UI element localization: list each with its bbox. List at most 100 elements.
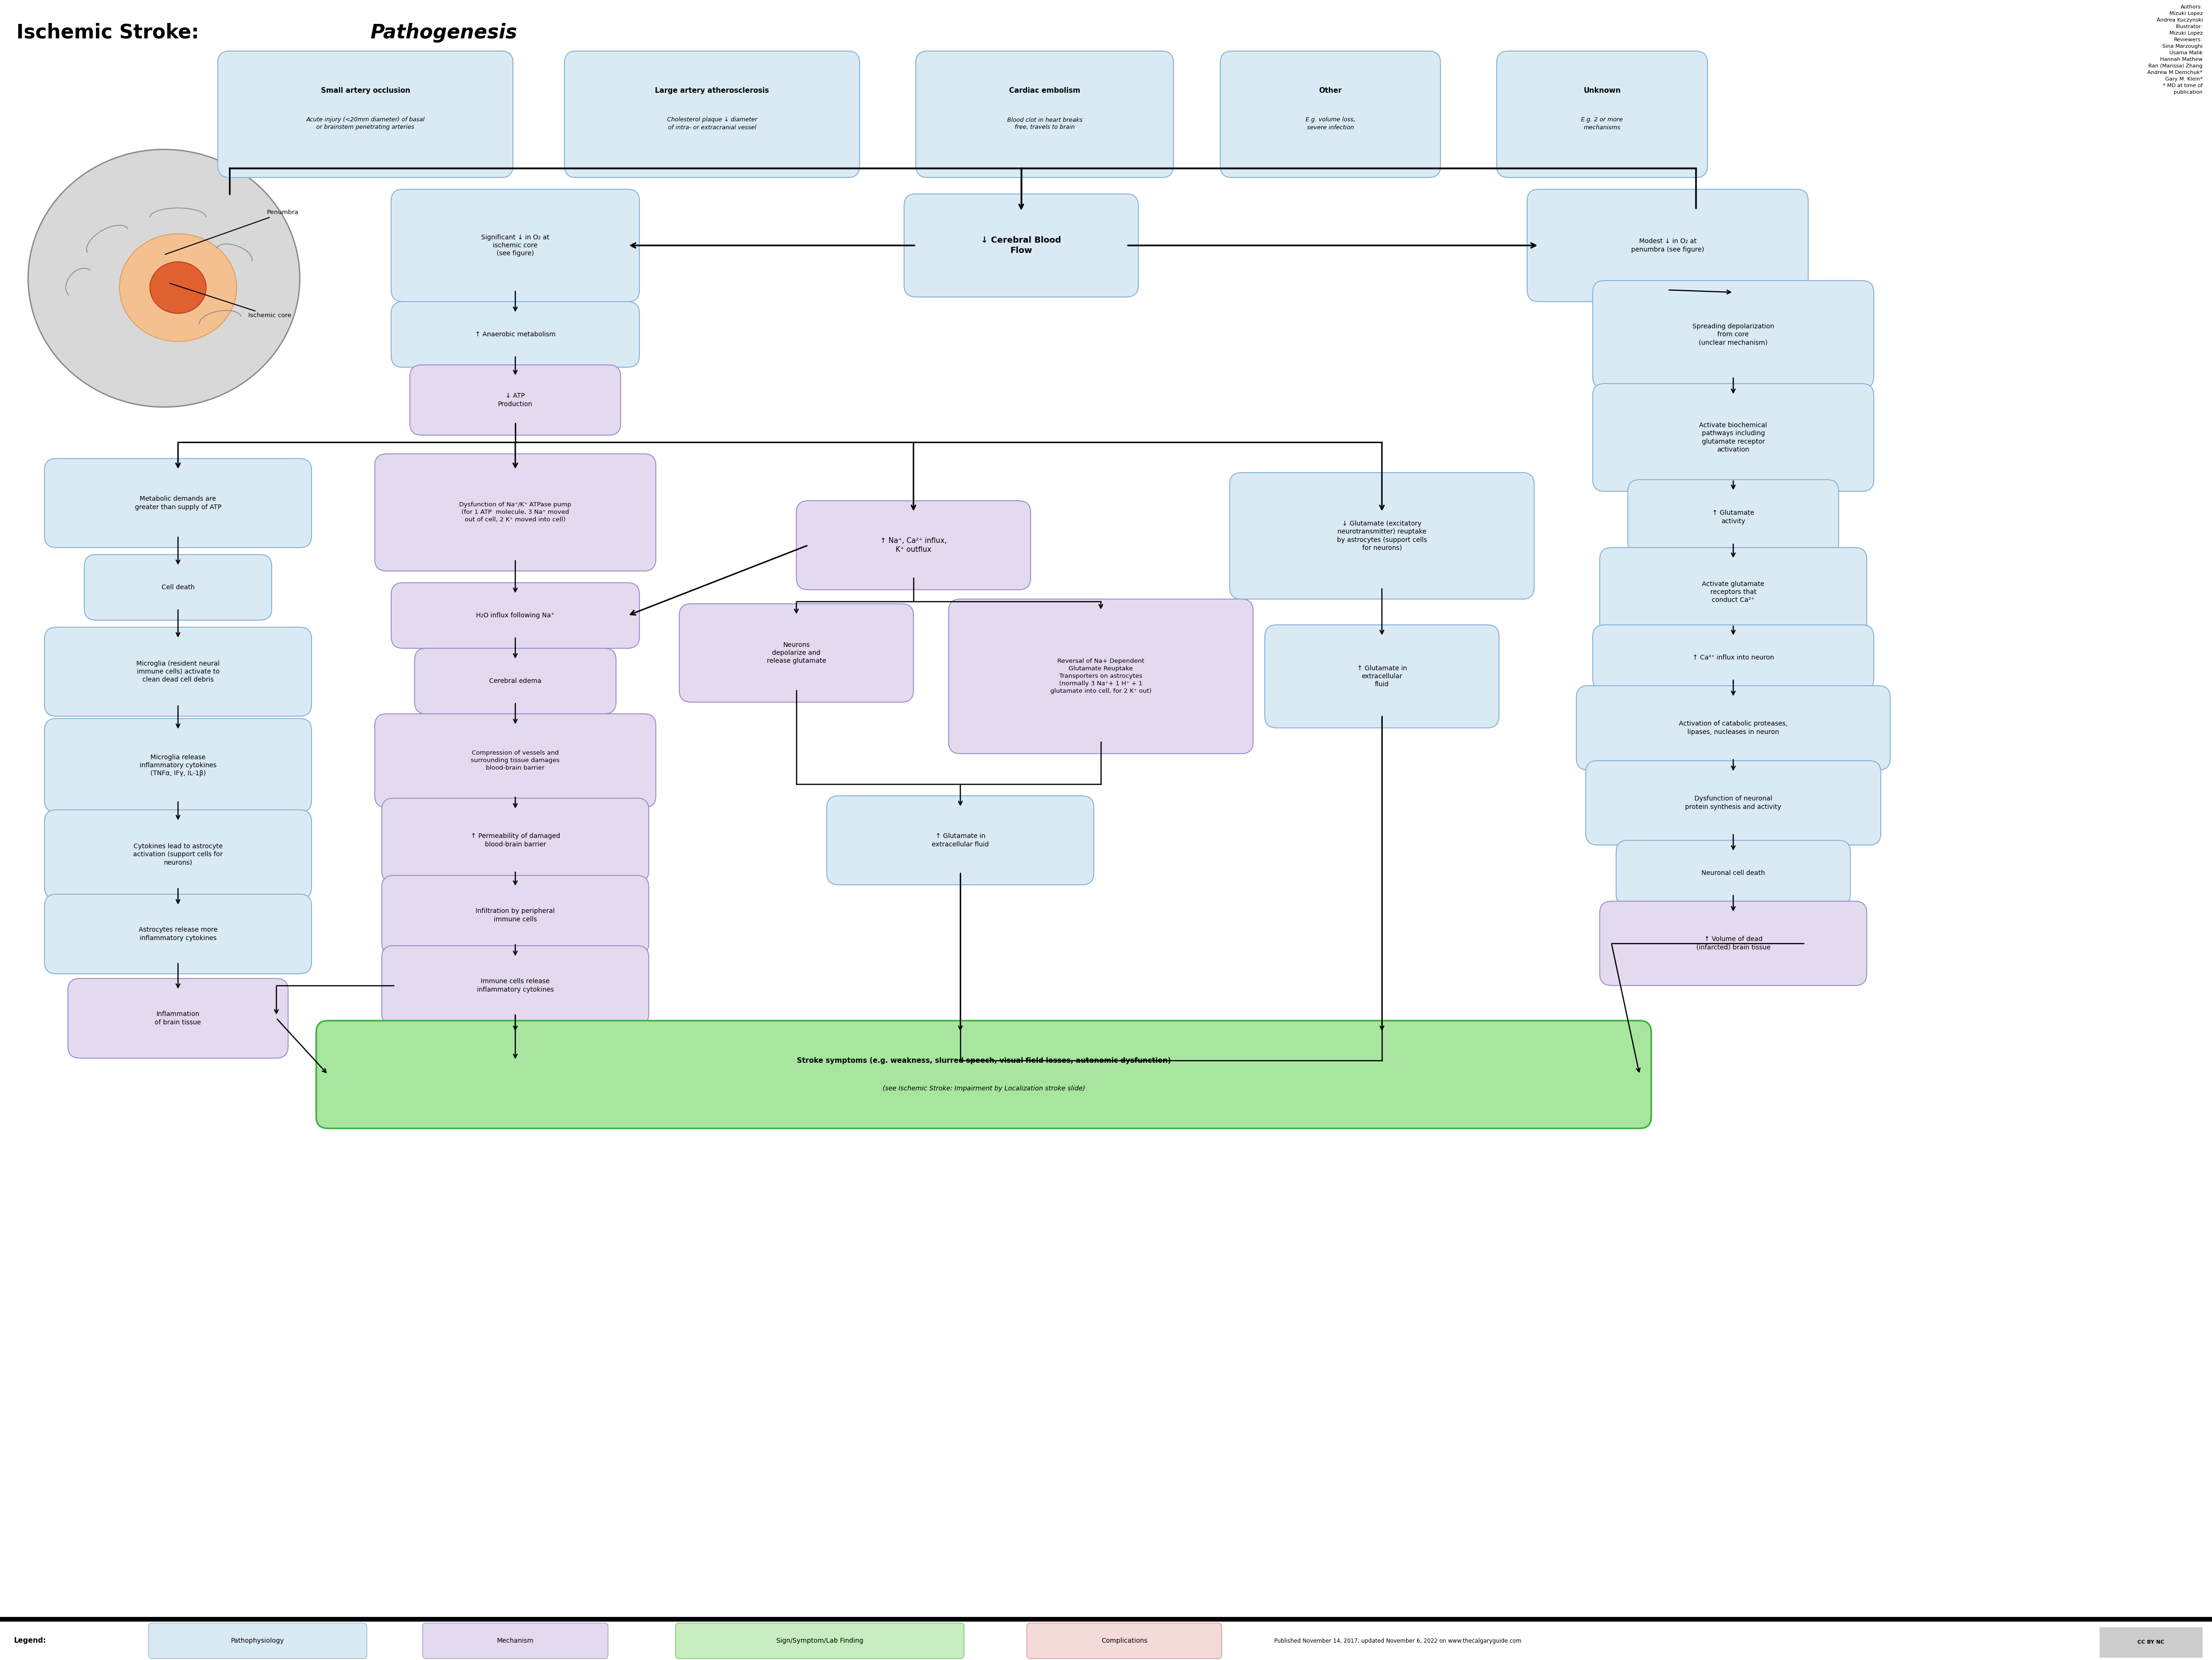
Bar bbox=[0, 1617, 2212, 1622]
FancyBboxPatch shape bbox=[1230, 473, 1535, 599]
Text: Pathophysiology: Pathophysiology bbox=[230, 1637, 285, 1643]
FancyBboxPatch shape bbox=[675, 1623, 964, 1658]
Text: CC BY NC: CC BY NC bbox=[2137, 1640, 2166, 1645]
Text: Infiltration by peripheral
immune cells: Infiltration by peripheral immune cells bbox=[476, 908, 555, 923]
FancyBboxPatch shape bbox=[916, 51, 1172, 178]
FancyBboxPatch shape bbox=[44, 458, 312, 548]
FancyBboxPatch shape bbox=[564, 51, 860, 178]
Ellipse shape bbox=[150, 262, 206, 314]
Text: Microglia (resident neural
immune cells) activate to
clean dead cell debris: Microglia (resident neural immune cells)… bbox=[137, 661, 219, 682]
Text: Penumbra: Penumbra bbox=[166, 209, 299, 254]
FancyBboxPatch shape bbox=[796, 501, 1031, 589]
FancyBboxPatch shape bbox=[148, 1623, 367, 1658]
Text: Stroke symptoms (e.g. weakness, slurred speech, visual field losses, autonomic d: Stroke symptoms (e.g. weakness, slurred … bbox=[796, 1057, 1170, 1064]
FancyBboxPatch shape bbox=[69, 978, 288, 1057]
Ellipse shape bbox=[29, 149, 301, 407]
Text: Ischemic core: Ischemic core bbox=[170, 284, 292, 319]
Text: Inflammation
of brain tissue: Inflammation of brain tissue bbox=[155, 1011, 201, 1026]
Text: Activation of catabolic proteases,
lipases, nucleases in neuron: Activation of catabolic proteases, lipas… bbox=[1679, 720, 1787, 735]
Text: Compression of vessels and
surrounding tissue damages
blood-brain barrier: Compression of vessels and surrounding t… bbox=[471, 750, 560, 772]
Text: Activate biochemical
pathways including
glutamate receptor
activation: Activate biochemical pathways including … bbox=[1699, 422, 1767, 453]
FancyBboxPatch shape bbox=[392, 583, 639, 649]
Text: Astrocytes release more
inflammatory cytokines: Astrocytes release more inflammatory cyt… bbox=[139, 926, 217, 941]
Text: Sign/Symptom/Lab Finding: Sign/Symptom/Lab Finding bbox=[776, 1637, 863, 1643]
Text: Cytokines lead to astrocyte
activation (support cells for
neurons): Cytokines lead to astrocyte activation (… bbox=[133, 843, 223, 867]
FancyBboxPatch shape bbox=[383, 875, 648, 954]
FancyBboxPatch shape bbox=[392, 189, 639, 302]
FancyBboxPatch shape bbox=[44, 719, 312, 812]
Text: Unknown: Unknown bbox=[1584, 88, 1621, 95]
Text: Metabolic demands are
greater than supply of ATP: Metabolic demands are greater than suppl… bbox=[135, 496, 221, 510]
FancyBboxPatch shape bbox=[44, 810, 312, 898]
FancyBboxPatch shape bbox=[383, 798, 648, 883]
FancyBboxPatch shape bbox=[1026, 1623, 1221, 1658]
Text: Reversal of Na+ Dependent
Glutamate Reuptake
Transporters on astrocytes
(normall: Reversal of Na+ Dependent Glutamate Reup… bbox=[1051, 659, 1152, 694]
Text: Dysfunction of neuronal
protein synthesis and activity: Dysfunction of neuronal protein synthesi… bbox=[1686, 795, 1781, 810]
Text: Cerebral edema: Cerebral edema bbox=[489, 677, 542, 684]
Text: Ischemic Stroke:: Ischemic Stroke: bbox=[15, 23, 206, 43]
Text: Activate glutamate
receptors that
conduct Ca²⁺: Activate glutamate receptors that conduc… bbox=[1701, 581, 1765, 604]
Text: Legend:: Legend: bbox=[13, 1637, 46, 1645]
Text: Neurons
depolarize and
release glutamate: Neurons depolarize and release glutamate bbox=[768, 641, 825, 664]
Text: E.g. volume loss,
severe infection: E.g. volume loss, severe infection bbox=[1305, 116, 1356, 131]
Text: Published November 14, 2017; updated November 6, 2022 on www.thecalgaryguide.com: Published November 14, 2017; updated Nov… bbox=[1274, 1638, 1522, 1643]
FancyBboxPatch shape bbox=[1599, 548, 1867, 636]
Text: Small artery occlusion: Small artery occlusion bbox=[321, 88, 409, 95]
Text: E.g. 2 or more
mechanisms: E.g. 2 or more mechanisms bbox=[1582, 116, 1624, 131]
FancyBboxPatch shape bbox=[374, 453, 655, 571]
FancyBboxPatch shape bbox=[1593, 383, 1874, 491]
Text: ↑ Na⁺, Ca²⁺ influx,
K⁺ outflux: ↑ Na⁺, Ca²⁺ influx, K⁺ outflux bbox=[880, 538, 947, 553]
FancyBboxPatch shape bbox=[827, 795, 1093, 885]
FancyBboxPatch shape bbox=[1526, 189, 1807, 302]
FancyBboxPatch shape bbox=[44, 895, 312, 974]
Text: ↑ Ca²⁺ influx into neuron: ↑ Ca²⁺ influx into neuron bbox=[1692, 654, 1774, 661]
FancyBboxPatch shape bbox=[422, 1623, 608, 1658]
Text: Immune cells release
inflammatory cytokines: Immune cells release inflammatory cytoki… bbox=[478, 978, 553, 993]
FancyBboxPatch shape bbox=[1498, 51, 1708, 178]
Text: Other: Other bbox=[1318, 88, 1343, 95]
FancyBboxPatch shape bbox=[905, 194, 1139, 297]
Text: ↑ Glutamate in
extracellular fluid: ↑ Glutamate in extracellular fluid bbox=[931, 833, 989, 848]
Text: Acute injury (<20mm diameter) of basal
or brainstem penetrating arteries: Acute injury (<20mm diameter) of basal o… bbox=[305, 116, 425, 131]
FancyBboxPatch shape bbox=[392, 302, 639, 367]
Text: Blood clot in heart breaks
free, travels to brain: Blood clot in heart breaks free, travels… bbox=[1006, 116, 1082, 131]
Bar bbox=[0, 1622, 2212, 1660]
Text: Cholesterol plaque ↓ diameter
of intra- or extracranial vessel: Cholesterol plaque ↓ diameter of intra- … bbox=[668, 116, 757, 131]
Text: Dysfunction of Na⁺/K⁺ ATPase pump
(for 1 ATP  molecule, 3 Na⁺ moved
out of cell,: Dysfunction of Na⁺/K⁺ ATPase pump (for 1… bbox=[460, 501, 571, 523]
Text: Cell death: Cell death bbox=[161, 584, 195, 591]
FancyBboxPatch shape bbox=[1599, 901, 1867, 986]
FancyBboxPatch shape bbox=[409, 365, 622, 435]
FancyBboxPatch shape bbox=[316, 1021, 1652, 1129]
FancyBboxPatch shape bbox=[949, 599, 1252, 754]
FancyBboxPatch shape bbox=[1577, 686, 1891, 770]
Text: ↑ Glutamate in
extracellular
fluid: ↑ Glutamate in extracellular fluid bbox=[1356, 666, 1407, 687]
FancyBboxPatch shape bbox=[1593, 281, 1874, 388]
Text: ↓ ATP
Production: ↓ ATP Production bbox=[498, 393, 533, 407]
Text: Pathogenesis: Pathogenesis bbox=[369, 23, 518, 43]
Text: H₂O influx following Na⁺: H₂O influx following Na⁺ bbox=[476, 613, 555, 619]
Text: Mechanism: Mechanism bbox=[498, 1637, 533, 1643]
Ellipse shape bbox=[119, 234, 237, 342]
Text: (see Ischemic Stroke: Impairment by Localization stroke slide): (see Ischemic Stroke: Impairment by Loca… bbox=[883, 1086, 1086, 1092]
FancyBboxPatch shape bbox=[1593, 624, 1874, 691]
Text: Spreading depolarization
from core
(unclear mechanism): Spreading depolarization from core (uncl… bbox=[1692, 324, 1774, 345]
FancyBboxPatch shape bbox=[44, 627, 312, 715]
Text: Microglia release
inflammatory cytokines
(TNFα, IFγ, IL-1β): Microglia release inflammatory cytokines… bbox=[139, 754, 217, 777]
FancyBboxPatch shape bbox=[1617, 840, 1851, 906]
FancyBboxPatch shape bbox=[1586, 760, 1880, 845]
Text: Neuronal cell death: Neuronal cell death bbox=[1701, 870, 1765, 876]
FancyBboxPatch shape bbox=[84, 554, 272, 621]
Text: Authors:
Mizuki Lopez
Andrea Kuczynski
Illustrator:
Mizuki Lopez
Reviewers:
Sina: Authors: Mizuki Lopez Andrea Kuczynski I… bbox=[2148, 5, 2203, 95]
FancyBboxPatch shape bbox=[374, 714, 655, 807]
Text: Modest ↓ in O₂ at
penumbra (see figure): Modest ↓ in O₂ at penumbra (see figure) bbox=[1630, 237, 1703, 252]
FancyBboxPatch shape bbox=[679, 604, 914, 702]
FancyBboxPatch shape bbox=[217, 51, 513, 178]
FancyBboxPatch shape bbox=[1221, 51, 1440, 178]
FancyBboxPatch shape bbox=[1628, 480, 1838, 554]
FancyBboxPatch shape bbox=[383, 946, 648, 1026]
Text: ↓ Glutamate (excitatory
neurotransmitter) reuptake
by astrocytes (support cells
: ↓ Glutamate (excitatory neurotransmitter… bbox=[1336, 521, 1427, 551]
Text: ↓ Cerebral Blood
Flow: ↓ Cerebral Blood Flow bbox=[982, 236, 1062, 256]
FancyBboxPatch shape bbox=[1265, 624, 1500, 727]
Text: ↑ Anaerobic metabolism: ↑ Anaerobic metabolism bbox=[476, 330, 555, 337]
Text: ↑ Permeability of damaged
blood-brain barrier: ↑ Permeability of damaged blood-brain ba… bbox=[471, 833, 560, 848]
